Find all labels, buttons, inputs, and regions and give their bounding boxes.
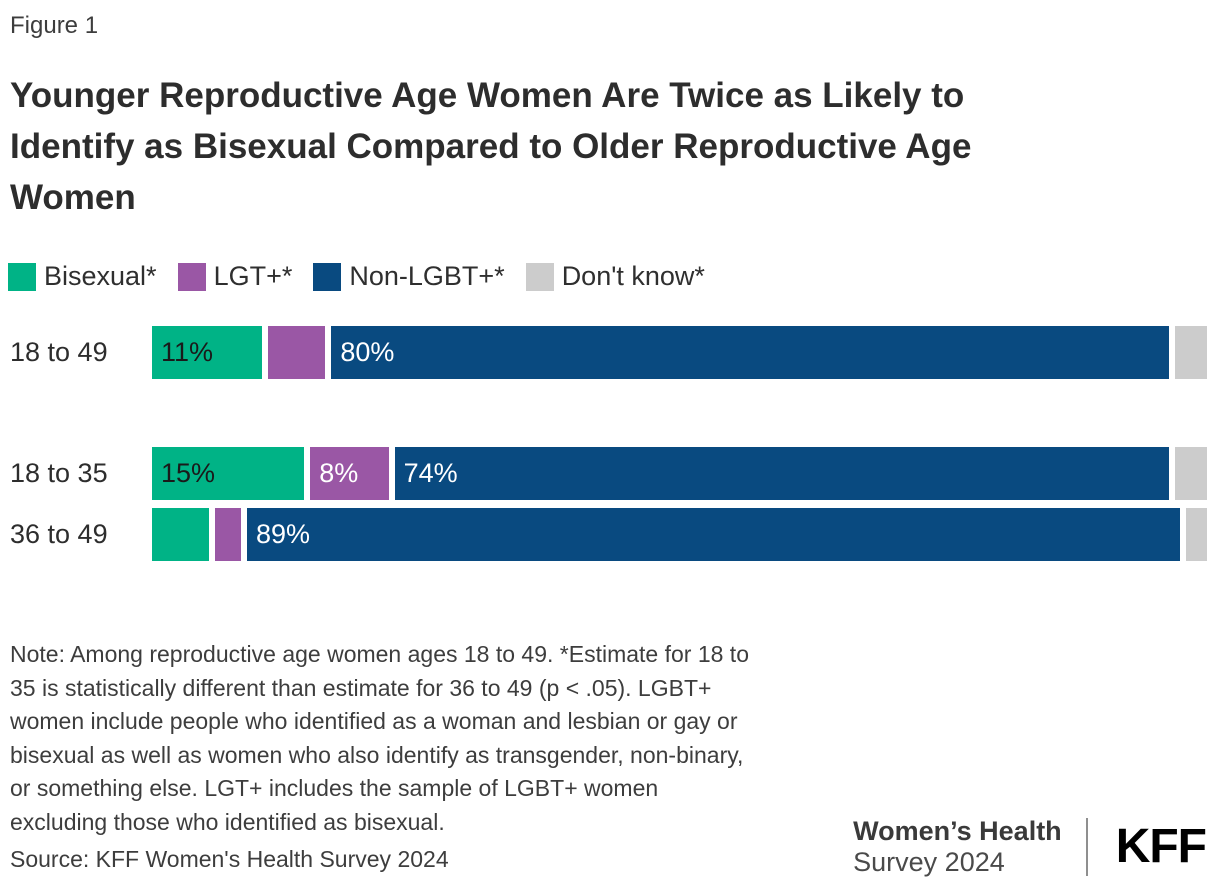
bar-value-label: 8% [319, 458, 359, 488]
note-line: bisexual as well as women who also ident… [10, 741, 744, 768]
legend-label: Non-LGBT+* [349, 261, 505, 291]
footer-program-line2: Survey 2024 [853, 847, 1005, 877]
bar-track: 11% 80% [152, 326, 1207, 379]
legend-label: Bisexual* [44, 261, 157, 291]
note-line: excluding those who identified as bisexu… [10, 808, 445, 835]
bar-value-label: 11% [161, 337, 214, 367]
note-line: Note: Among reproductive age women ages … [10, 641, 749, 667]
footer-program-line1: Women’s Health [853, 816, 1062, 846]
bar-segment-non_lgbt_plus: 74% [394, 447, 1176, 500]
footer-brand: Women’s Health Survey 2024 KFF [853, 816, 1207, 877]
bar-segment-bisexual [152, 508, 216, 561]
bar-chart: 18 to 49 11% 80% 18 to 35 15% 8% 74% 36 to 49 89… [10, 326, 1207, 561]
bar-value-label: 15% [161, 458, 216, 488]
bar-track: 15% 8% 74% [152, 447, 1207, 500]
bar-segment-dont_know [1175, 326, 1207, 379]
bar-category-label: 18 to 49 [10, 337, 108, 367]
legend-swatch-dont_know [525, 262, 554, 291]
chart-title-line-3: Women [10, 178, 136, 217]
figure-label: Figure 1 [10, 12, 99, 39]
note-line: women include people who identified as a… [10, 708, 738, 735]
bar-segment-lgt_plus [215, 508, 247, 561]
bar-category-label: 18 to 35 [10, 458, 108, 488]
bar-value-label: 74% [403, 458, 458, 488]
legend-label: Don't know* [561, 261, 705, 291]
chart-title-line-2: Identify as Bisexual Compared to Older R… [10, 127, 972, 166]
footer-program-name: Women’s Health Survey 2024 [853, 816, 1062, 877]
chart-title-line-1: Younger Reproductive Age Women Are Twice… [10, 76, 965, 115]
bar-category-label: 36 to 49 [10, 519, 108, 549]
bar-value-label: 80% [340, 337, 395, 367]
bar-segment-non_lgbt_plus: 80% [331, 326, 1176, 379]
bar-segment-lgt_plus [268, 326, 332, 379]
note-text: Note: Among reproductive age women ages … [10, 638, 749, 840]
kff-logo: KFF [1115, 819, 1207, 873]
legend-label: LGT+* [213, 261, 293, 291]
legend-swatch-lgt_plus [177, 262, 206, 291]
note-line: or something else. LGT+ includes the sam… [10, 775, 659, 802]
bar-segment-bisexual: 15% [152, 447, 311, 500]
source-text: Source: KFF Women's Health Survey 2024 [10, 846, 449, 872]
bar-segment-dont_know [1175, 447, 1207, 500]
bar-segment-lgt_plus: 8% [310, 447, 395, 500]
legend-swatch-bisexual [8, 262, 36, 291]
chart-title: Younger Reproductive Age Women Are Twice… [10, 70, 1200, 223]
bar-value-label: 89% [255, 519, 310, 549]
legend-item: LGT+* [177, 261, 293, 292]
bar-track: 89% [152, 508, 1207, 561]
legend-item: Bisexual* [8, 261, 157, 292]
bar-segment-non_lgbt_plus: 89% [246, 508, 1186, 561]
legend-item: Non-LGBT+* [313, 261, 505, 292]
bar-segment-bisexual: 11% [152, 326, 269, 379]
bar-row-18-to-49: 18 to 49 11% 80% [10, 326, 1207, 379]
legend-item: Don't know* [525, 261, 705, 292]
bar-row-18-to-35: 18 to 35 15% 8% 74% [10, 447, 1207, 500]
bar-row-36-to-49: 36 to 49 89% [10, 508, 1207, 561]
bar-segment-dont_know [1185, 508, 1207, 561]
legend-swatch-non_lgbt_plus [313, 262, 342, 291]
note-line: 35 is statistically different than estim… [10, 674, 712, 701]
footer-divider [1085, 817, 1088, 876]
legend: Bisexual* LGT+* Non-LGBT+* Don't know* [8, 261, 705, 292]
